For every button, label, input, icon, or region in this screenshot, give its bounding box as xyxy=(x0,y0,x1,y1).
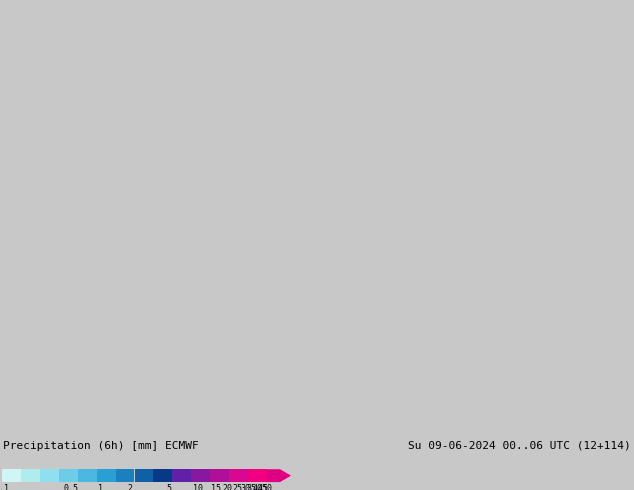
FancyArrow shape xyxy=(267,469,291,482)
Bar xyxy=(172,469,191,482)
Text: 0.1: 0.1 xyxy=(0,484,10,490)
Bar xyxy=(115,469,134,482)
Text: 40: 40 xyxy=(252,484,262,490)
Bar xyxy=(40,469,59,482)
Bar xyxy=(21,469,40,482)
Bar xyxy=(2,469,21,482)
Bar xyxy=(229,469,248,482)
Text: 2: 2 xyxy=(127,484,133,490)
Bar xyxy=(191,469,210,482)
Text: 0.5: 0.5 xyxy=(63,484,78,490)
Bar xyxy=(78,469,96,482)
Bar xyxy=(59,469,78,482)
Text: 20: 20 xyxy=(223,484,233,490)
Text: 5: 5 xyxy=(166,484,171,490)
Text: 25: 25 xyxy=(233,484,242,490)
Text: 10: 10 xyxy=(193,484,204,490)
Text: 30: 30 xyxy=(240,484,250,490)
Bar xyxy=(248,469,267,482)
Bar xyxy=(96,469,115,482)
Bar xyxy=(153,469,172,482)
Text: Su 09-06-2024 00..06 UTC (12+114): Su 09-06-2024 00..06 UTC (12+114) xyxy=(408,441,631,450)
Text: 45: 45 xyxy=(257,484,268,490)
Bar xyxy=(210,469,229,482)
Text: 1: 1 xyxy=(98,484,103,490)
Text: 50: 50 xyxy=(262,484,272,490)
Bar xyxy=(134,469,153,482)
Text: Precipitation (6h) [mm] ECMWF: Precipitation (6h) [mm] ECMWF xyxy=(3,441,198,450)
Text: 15: 15 xyxy=(210,484,221,490)
Text: 35: 35 xyxy=(247,484,257,490)
